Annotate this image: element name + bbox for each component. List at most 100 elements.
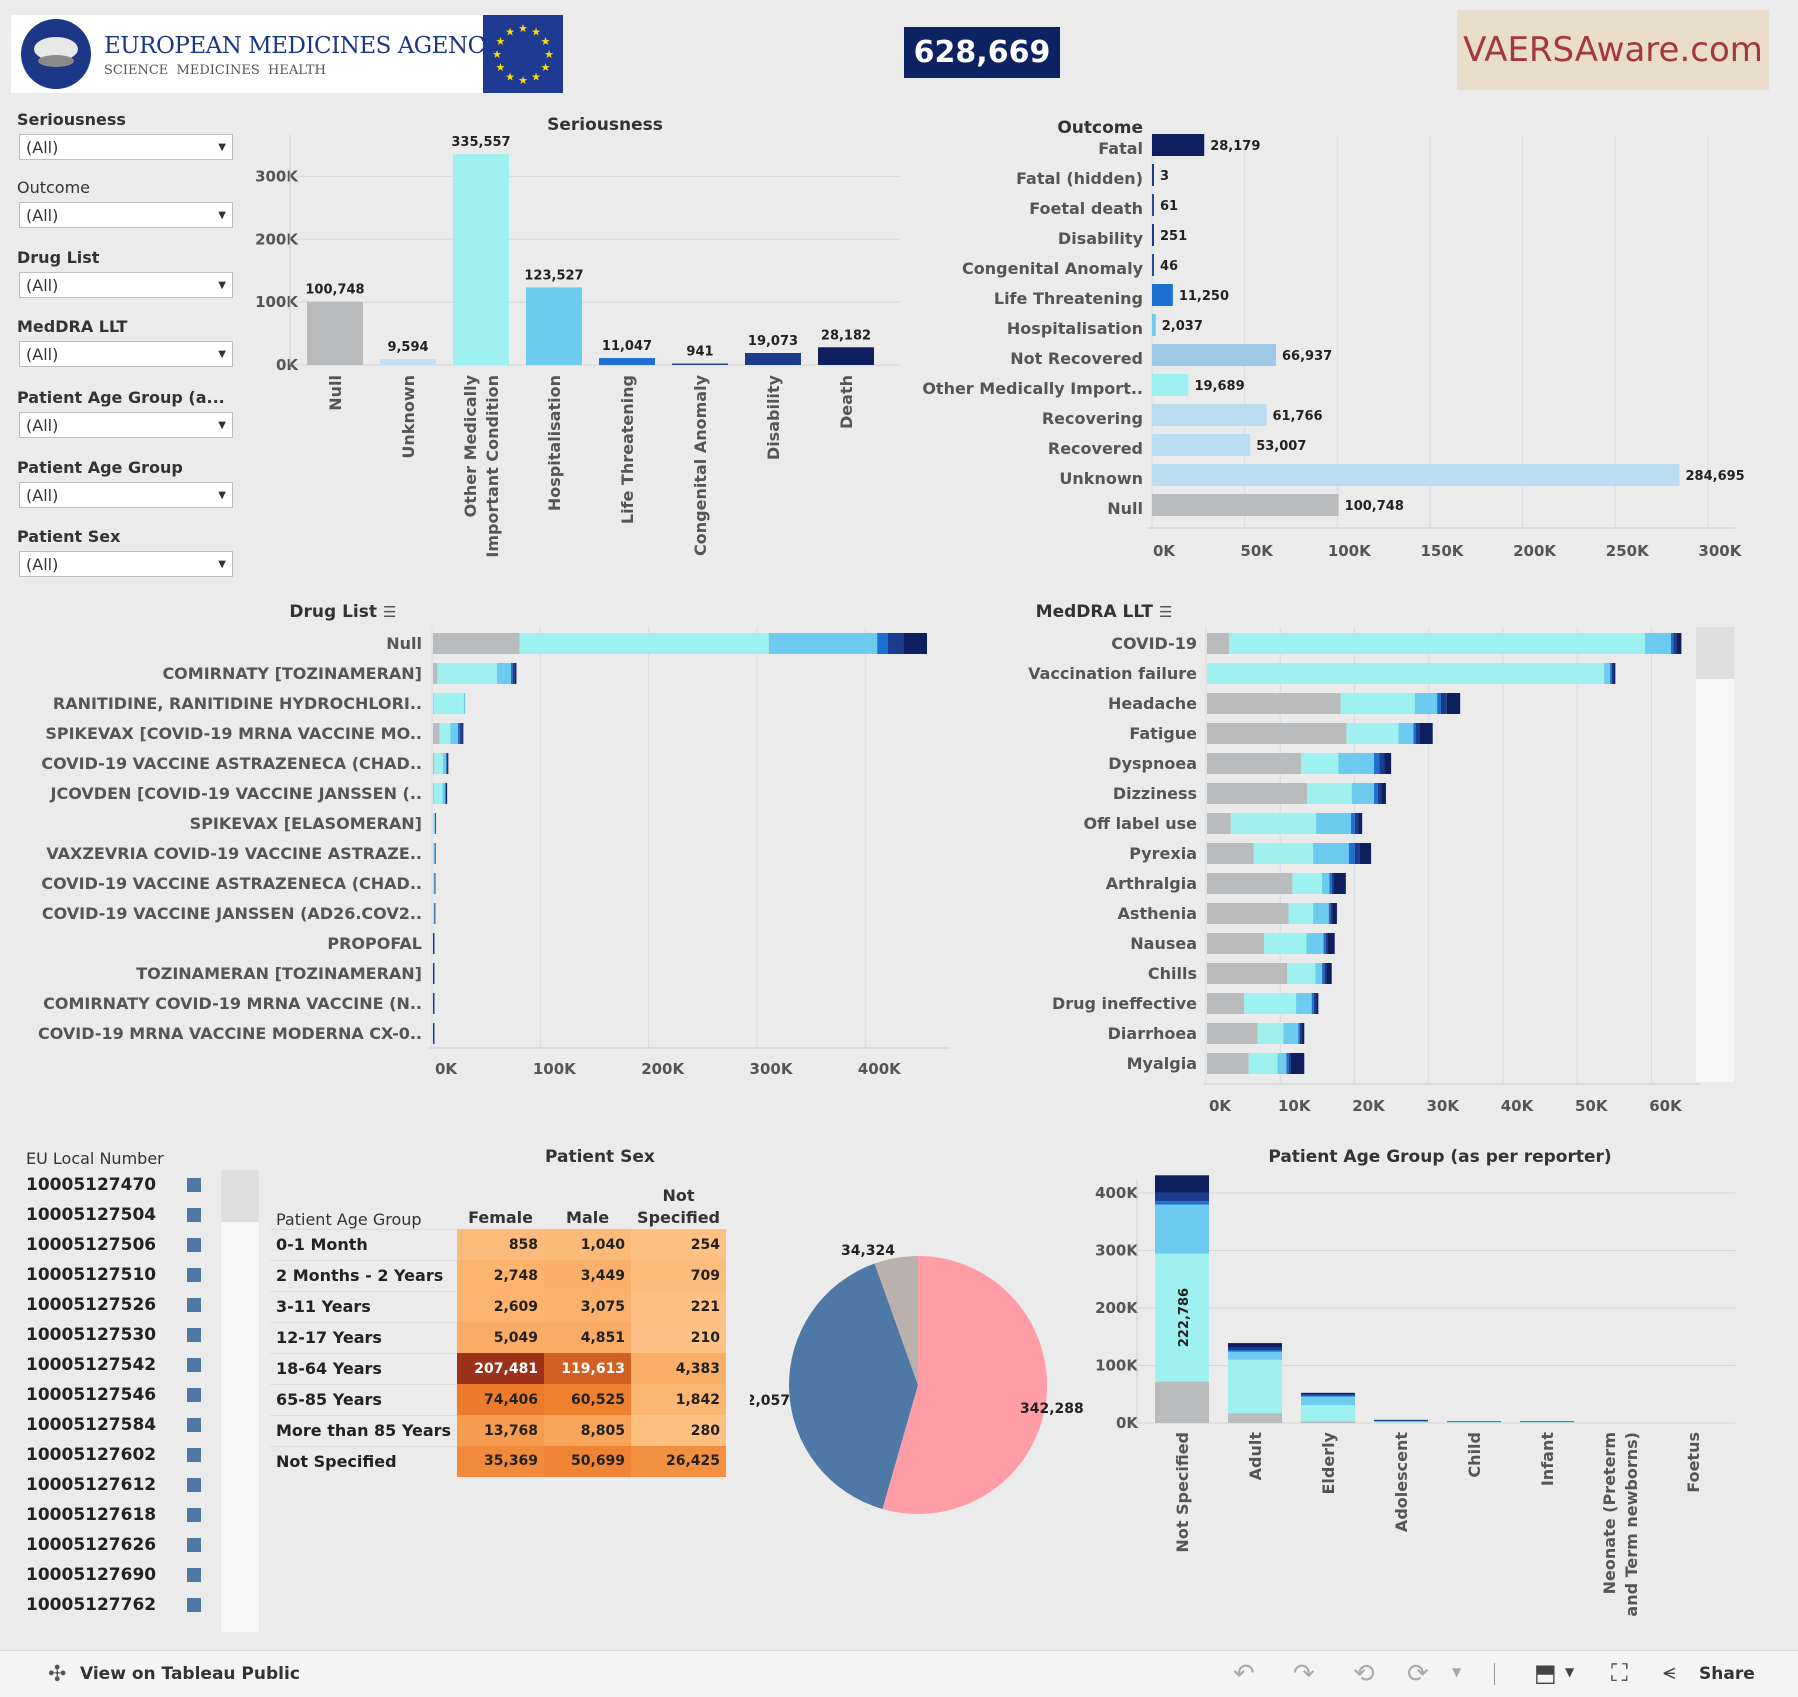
meddra-bar[interactable] <box>1292 873 1322 894</box>
meddra-bar[interactable] <box>1207 873 1292 894</box>
meddra-bar[interactable] <box>1328 933 1335 954</box>
drug-bar[interactable] <box>450 723 458 744</box>
meddra-bar[interactable] <box>1278 1053 1287 1074</box>
drug-bar[interactable] <box>434 783 443 804</box>
eu-list-item[interactable]: 10005127602 <box>26 1440 156 1470</box>
drug-bar[interactable] <box>435 843 436 864</box>
drug-bar[interactable] <box>433 1023 435 1044</box>
outcome-bar[interactable] <box>1152 194 1154 216</box>
meddra-bar[interactable] <box>1399 723 1414 744</box>
meddra-bar[interactable] <box>1415 693 1437 714</box>
drug-bar[interactable] <box>443 753 446 774</box>
view-on-tableau-link[interactable]: View on Tableau Public <box>80 1664 300 1684</box>
drug-bar[interactable] <box>903 633 927 654</box>
heatmap-cell[interactable]: 709 <box>631 1260 726 1291</box>
drug-bar[interactable] <box>433 963 435 984</box>
meddra-bar[interactable] <box>1324 933 1326 954</box>
meddra-bar[interactable] <box>1330 903 1332 924</box>
meddra-bar[interactable] <box>1676 633 1681 654</box>
drug-bar[interactable] <box>464 693 465 714</box>
drug-bar[interactable] <box>513 663 515 684</box>
meddra-bar[interactable] <box>1207 693 1341 714</box>
age-group-bar[interactable] <box>1155 1201 1209 1204</box>
heatmap-cell[interactable]: 210 <box>631 1322 726 1353</box>
heatmap-cell[interactable]: 3,449 <box>544 1260 631 1291</box>
heatmap-cell[interactable]: 2,609 <box>457 1291 544 1322</box>
pause-dropdown-icon[interactable]: ▼ <box>1452 1665 1461 1679</box>
refresh-icon[interactable]: ⟳ <box>1407 1659 1429 1689</box>
download-icon[interactable]: ⬒ <box>1534 1659 1557 1687</box>
meddra-bar[interactable] <box>1207 633 1229 654</box>
meddra-bar[interactable] <box>1207 723 1347 744</box>
redo-icon[interactable]: ↷ <box>1293 1659 1315 1689</box>
age-group-bar[interactable] <box>1301 1393 1355 1394</box>
sort-icon[interactable]: ☰ <box>1159 603 1172 621</box>
outcome-bar[interactable] <box>1152 314 1156 336</box>
drug-bar[interactable] <box>433 723 440 744</box>
meddra-bar[interactable] <box>1287 963 1315 984</box>
meddra-bar[interactable] <box>1289 1053 1291 1074</box>
eu-list-item[interactable]: 10005127690 <box>26 1560 156 1590</box>
drug-bar[interactable] <box>443 783 446 804</box>
meddra-bar[interactable] <box>1352 783 1374 804</box>
drug-bar[interactable] <box>446 783 447 804</box>
meddra-bar[interactable] <box>1341 693 1415 714</box>
meddra-bar[interactable] <box>1671 633 1673 654</box>
drug-bar[interactable] <box>769 633 877 654</box>
age-group-bar[interactable] <box>1155 1382 1209 1423</box>
meddra-bar[interactable] <box>1307 783 1352 804</box>
meddra-bar[interactable] <box>1291 1053 1304 1074</box>
fullscreen-icon[interactable]: ⛶ <box>1611 1659 1628 1687</box>
heatmap-cell[interactable]: 207,481 <box>457 1353 544 1384</box>
age-group-bar[interactable] <box>1228 1360 1282 1413</box>
meddra-bar[interactable] <box>1207 963 1287 984</box>
filter-dropdown-6[interactable]: (All)▼ <box>19 551 233 577</box>
heatmap-cell[interactable]: 74,406 <box>457 1384 544 1415</box>
outcome-bar[interactable] <box>1152 374 1188 396</box>
drug-bar[interactable] <box>460 723 462 744</box>
outcome-bar[interactable] <box>1152 434 1250 456</box>
meddra-bar[interactable] <box>1314 993 1316 1014</box>
meddra-bar[interactable] <box>1355 843 1360 864</box>
meddra-bar[interactable] <box>1358 813 1362 834</box>
meddra-bar[interactable] <box>1613 663 1615 684</box>
heatmap-cell[interactable]: 221 <box>631 1291 726 1322</box>
meddra-bar[interactable] <box>1322 963 1324 984</box>
meddra-bar[interactable] <box>1298 1023 1299 1044</box>
eu-list-item[interactable]: 10005127526 <box>26 1290 156 1320</box>
age-group-bar[interactable] <box>1374 1421 1428 1422</box>
eu-list-item[interactable]: 10005127504 <box>26 1200 156 1230</box>
heatmap-cell[interactable]: 1,842 <box>631 1384 726 1415</box>
meddra-bar[interactable] <box>1207 813 1231 834</box>
drug-bar[interactable] <box>435 903 436 924</box>
seriousness-bar[interactable] <box>307 302 363 365</box>
heatmap-cell[interactable]: 8,805 <box>544 1415 631 1446</box>
meddra-bar[interactable] <box>1374 783 1378 804</box>
filter-dropdown-3[interactable]: (All)▼ <box>19 341 233 367</box>
age-group-bar[interactable] <box>1155 1205 1209 1254</box>
drug-bar[interactable] <box>515 663 517 684</box>
revert-icon[interactable]: ⟲ <box>1353 1659 1375 1689</box>
eu-list-scrollbar[interactable] <box>221 1170 259 1632</box>
meddra-bar[interactable] <box>1207 933 1264 954</box>
vaersaware-logo[interactable]: VAERSAware.com <box>1457 10 1769 90</box>
heatmap-cell[interactable]: 1,040 <box>544 1229 631 1260</box>
drug-bar[interactable] <box>433 663 437 684</box>
meddra-bar[interactable] <box>1207 903 1289 924</box>
filter-dropdown-2[interactable]: (All)▼ <box>19 272 233 298</box>
drug-bar[interactable] <box>462 723 463 744</box>
meddra-bar[interactable] <box>1315 963 1322 984</box>
drug-bar[interactable] <box>458 723 460 744</box>
meddra-bar[interactable] <box>1416 723 1420 744</box>
outcome-bar[interactable] <box>1152 494 1339 516</box>
age-group-bar[interactable] <box>1228 1343 1282 1348</box>
meddra-bar[interactable] <box>1207 993 1244 1014</box>
meddra-bar[interactable] <box>1231 813 1316 834</box>
meddra-bar[interactable] <box>1316 993 1318 1014</box>
meddra-bar[interactable] <box>1645 633 1671 654</box>
heatmap-cell[interactable]: 26,425 <box>631 1446 726 1477</box>
meddra-bar[interactable] <box>1419 723 1432 744</box>
sort-icon[interactable]: ☰ <box>383 603 396 621</box>
meddra-bar[interactable] <box>1437 693 1441 714</box>
seriousness-bar[interactable] <box>745 353 801 365</box>
